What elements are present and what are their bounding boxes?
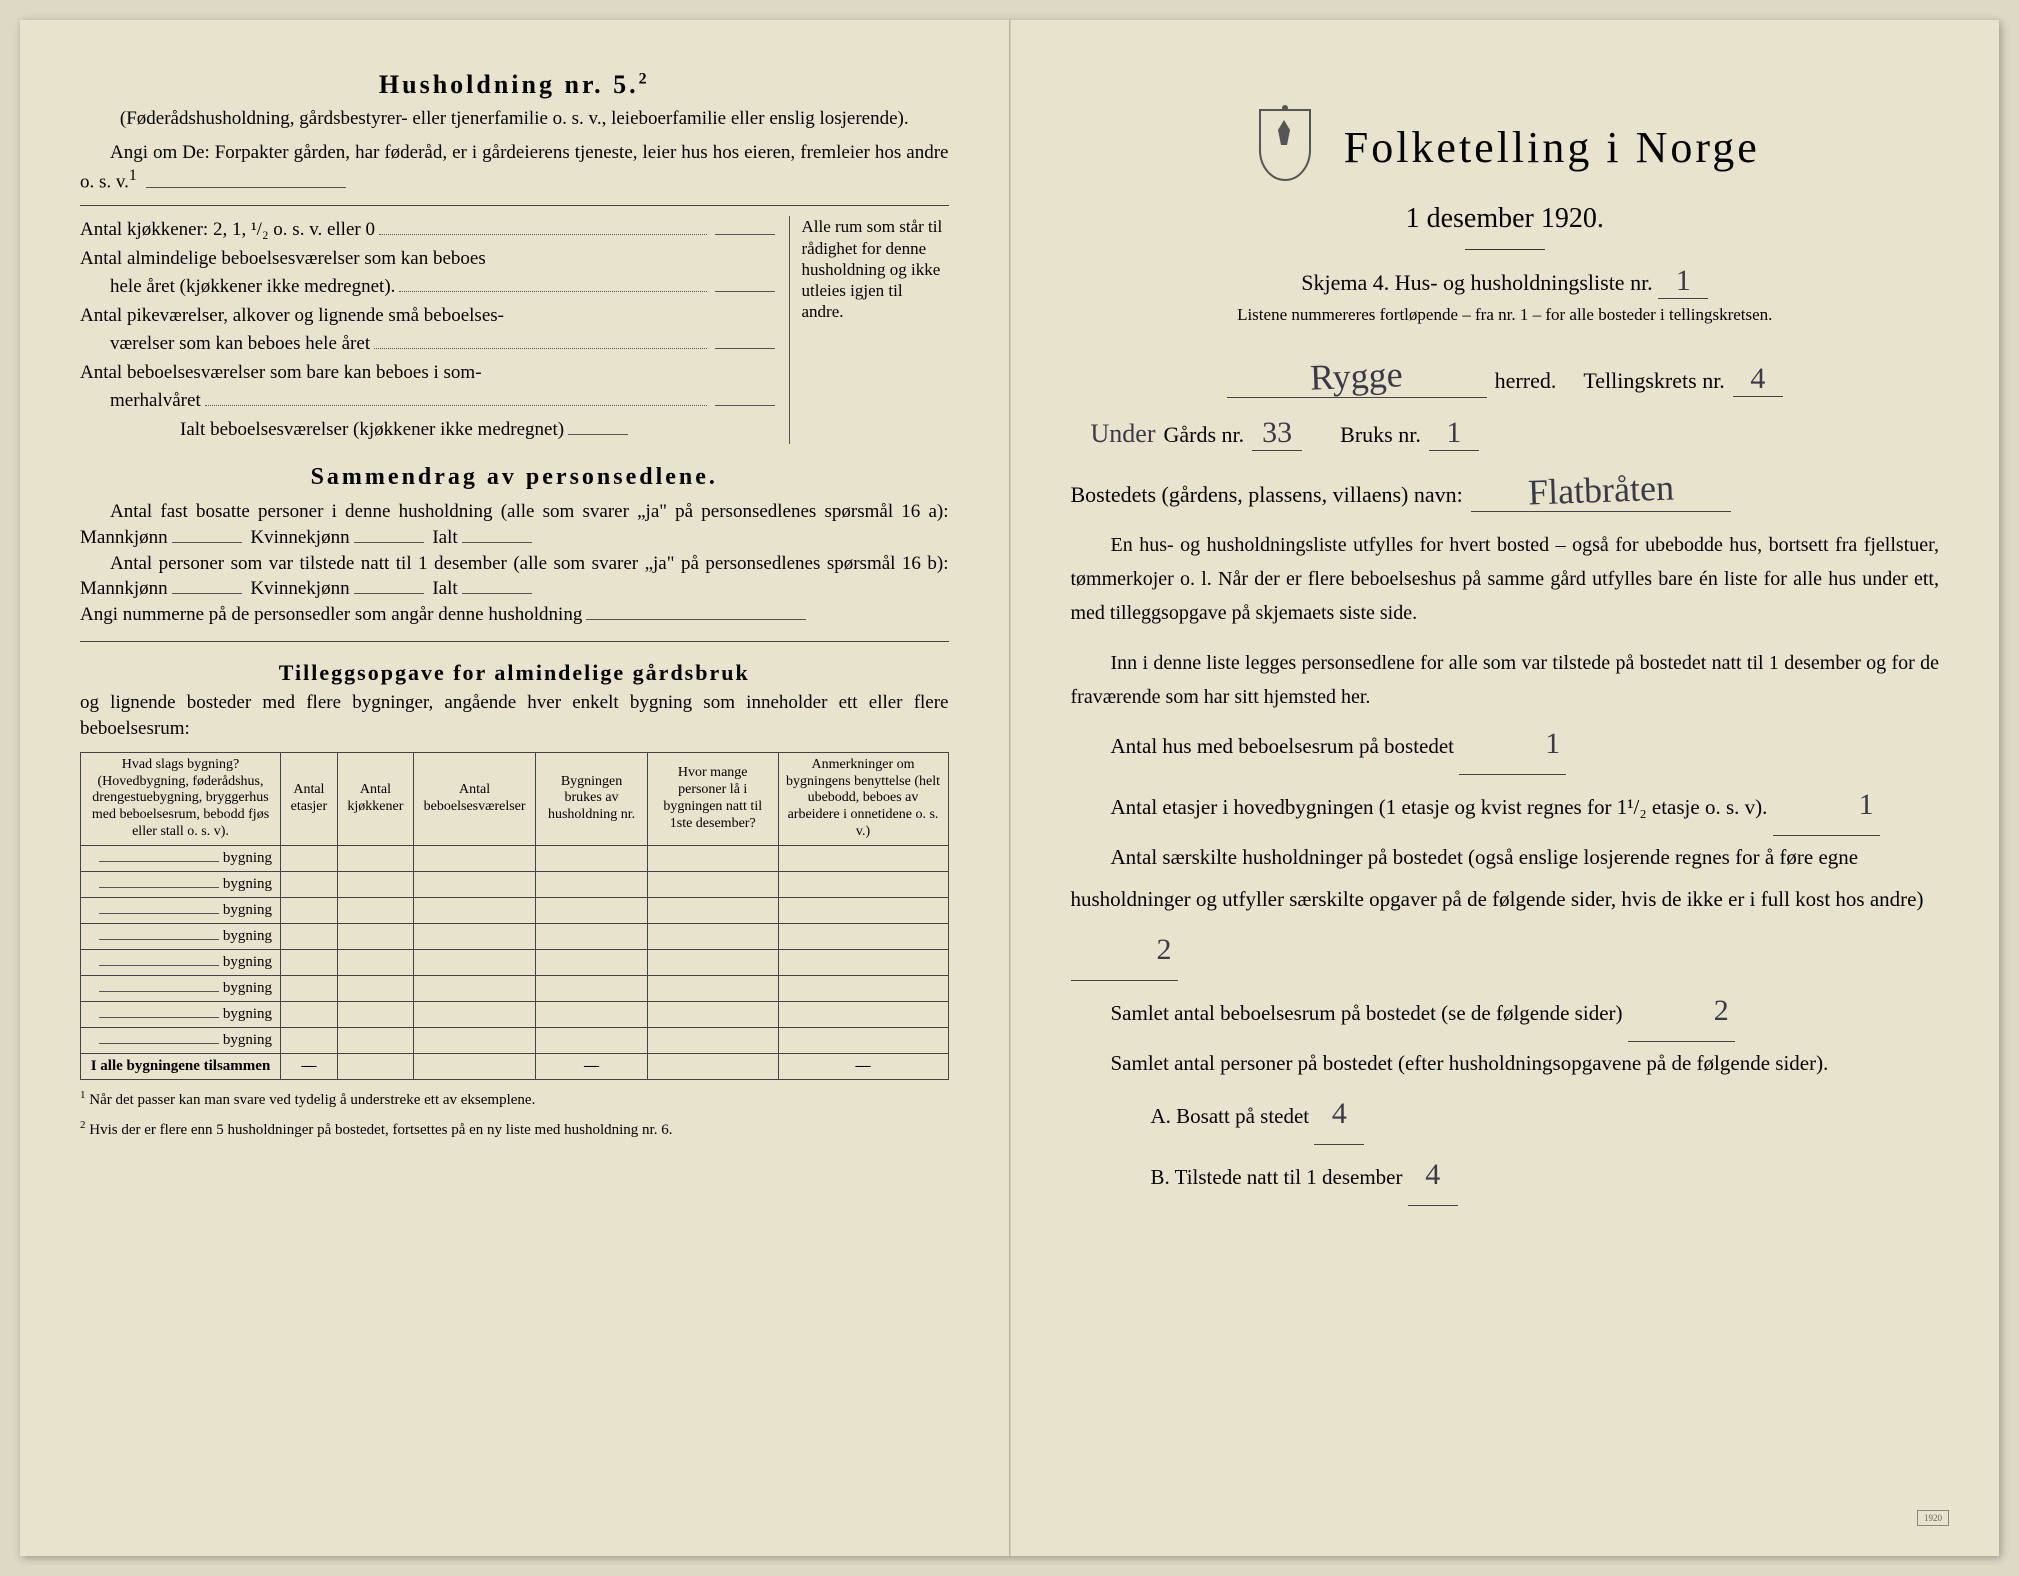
table-row: bygning <box>81 975 949 1001</box>
herred-row: Rygge herred. Tellingskrets nr. 4 <box>1071 355 1940 398</box>
skjema-value: 1 <box>1658 264 1708 299</box>
th-kjokken: Antal kjøkkener <box>337 752 413 845</box>
table-row: bygning <box>81 923 949 949</box>
rooms-l4b: merhalvåret <box>110 387 201 416</box>
rooms-block: Antal kjøkkener: 2, 1, ¹/₂ o. s. v. elle… <box>80 216 949 444</box>
bosted-row: Bostedets (gårdens, plassens, villaens) … <box>1071 469 1940 512</box>
intro-paren: (Føderådshusholdning, gårdsbestyrer- ell… <box>80 106 949 132</box>
bygning-table: Hvad slags bygning? (Hovedbygning, føder… <box>80 752 949 1080</box>
rooms-l1: Antal kjøkkener: 2, 1, ¹/₂ o. s. v. elle… <box>80 216 375 245</box>
sammendrag-heading: Sammendrag av personsedlene. <box>80 464 949 491</box>
rooms-l3a: Antal pikeværelser, alkover og lignende … <box>80 302 504 331</box>
qA: A. Bosatt på stedet 4 <box>1151 1084 1940 1145</box>
q1-value: 1 <box>1505 714 1560 774</box>
table-row: bygning <box>81 871 949 897</box>
para1: En hus- og husholdningsliste utfylles fo… <box>1071 528 1940 630</box>
gards-row: Under Gårds nr. 33 Bruks nr. 1 <box>1091 416 1940 451</box>
table-row: bygning <box>81 1001 949 1027</box>
footnote-1: 1 Når det passer kan man svare ved tydel… <box>80 1088 949 1111</box>
sub-date: 1 desember 1920. <box>1071 203 1940 235</box>
table-row: bygning <box>81 1027 949 1053</box>
main-title: Folketelling i Norge <box>1344 122 1760 173</box>
q3: Antal særskilte husholdninger på bostede… <box>1071 836 1940 981</box>
herred-value: Rygge <box>1310 353 1404 398</box>
qA-value: 4 <box>1332 1084 1347 1144</box>
tillegg-para: og lignende bosteder med flere bygninger… <box>80 690 949 741</box>
tkrets-value: 4 <box>1750 362 1765 396</box>
gards-value: 33 <box>1262 416 1292 450</box>
herred-label: herred. <box>1495 368 1557 394</box>
footnote-2: 2 Hvis der er flere enn 5 husholdninger … <box>80 1118 949 1141</box>
left-page: Husholdning nr. 5.2 (Føderådshusholdning… <box>20 20 1010 1556</box>
rooms-l2b: hele året (kjøkkener ikke medregnet). <box>110 273 395 302</box>
crest-icon <box>1250 100 1320 195</box>
th-bygning: Hvad slags bygning? (Hovedbygning, føder… <box>81 752 281 845</box>
under-prefix: Under <box>1091 419 1156 449</box>
skjema-line: Skjema 4. Hus- og husholdningsliste nr. … <box>1071 264 1940 299</box>
tkrets-label: Tellingskrets nr. <box>1583 368 1724 394</box>
list-note: Listene nummereres fortløpende – fra nr.… <box>1071 305 1940 325</box>
rooms-l2a: Antal almindelige beboelsesværelser som … <box>80 245 486 274</box>
q5: Samlet antal personer på bostedet (efter… <box>1071 1042 1940 1084</box>
rooms-l4a: Antal beboelsesværelser som bare kan beb… <box>80 359 482 388</box>
header-block: Folketelling i Norge 1 desember 1920. Sk… <box>1071 100 1940 325</box>
document-spread: Husholdning nr. 5.2 (Føderådshusholdning… <box>20 20 1999 1556</box>
rooms-side-note: Alle rum som står til rådighet for denne… <box>789 216 949 444</box>
gards-label: Gårds nr. <box>1163 422 1244 448</box>
bruks-label: Bruks nr. <box>1340 422 1421 448</box>
table-row: bygning <box>81 845 949 871</box>
angi-line: Angi om De: Forpakter gården, har føderå… <box>80 140 949 196</box>
th-bebo: Antal beboelsesværelser <box>414 752 536 845</box>
rooms-l3b: værelser som kan beboes hele året <box>110 330 370 359</box>
table-row: bygning <box>81 949 949 975</box>
q4: Samlet antal beboelsesrum på bostedet (s… <box>1071 981 1940 1042</box>
q3-value: 2 <box>1117 920 1172 980</box>
table-row: bygning <box>81 897 949 923</box>
th-etasjer: Antal etasjer <box>281 752 338 845</box>
bosted-value: Flatbråten <box>1527 466 1674 513</box>
q2: Antal etasjer i hovedbygningen (1 etasje… <box>1071 775 1940 836</box>
samm-p3: Angi nummerne på de personsedler som ang… <box>80 602 949 628</box>
qB-value: 4 <box>1425 1145 1440 1205</box>
total-label: I alle bygningene tilsammen <box>81 1053 281 1079</box>
q1: Antal hus med beboelsesrum på bostedet 1 <box>1071 714 1940 775</box>
samm-p1: Antal fast bosatte personer i denne hush… <box>80 499 949 550</box>
th-hushold: Bygningen brukes av husholdning nr. <box>536 752 648 845</box>
q4-value: 2 <box>1674 981 1729 1041</box>
samm-p2: Antal personer som var tilstede natt til… <box>80 551 949 602</box>
bruks-value: 1 <box>1446 416 1461 450</box>
th-personer: Hvor mange personer lå i bygningen natt … <box>647 752 778 845</box>
printer-stamp: 1920 <box>1917 1510 1949 1526</box>
household-heading: Husholdning nr. 5.2 <box>80 70 949 100</box>
qB: B. Tilstede natt til 1 desember 4 <box>1151 1145 1940 1206</box>
right-page: Folketelling i Norge 1 desember 1920. Sk… <box>1010 20 2000 1556</box>
tillegg-heading: Tilleggsopgave for almindelige gårdsbruk <box>80 660 949 686</box>
bosted-label: Bostedets (gårdens, plassens, villaens) … <box>1071 482 1463 508</box>
q2-value: 1 <box>1819 775 1874 835</box>
rooms-l5: Ialt beboelsesværelser (kjøkkener ikke m… <box>180 416 564 445</box>
th-anm: Anmerkninger om bygningens benyttelse (h… <box>778 752 948 845</box>
para2: Inn i denne liste legges personsedlene f… <box>1071 646 1940 714</box>
